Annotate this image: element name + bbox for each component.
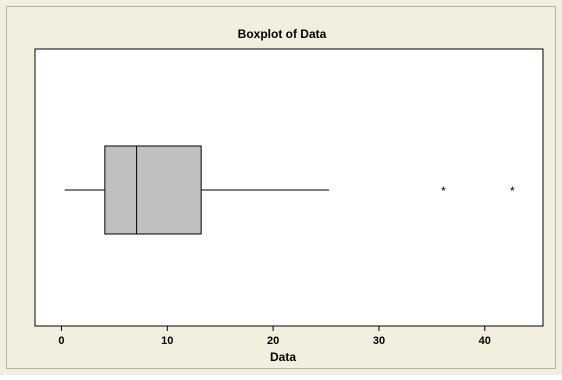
x-tick-label: 20 xyxy=(267,335,279,347)
x-tick-label: 40 xyxy=(479,335,491,347)
chart-border xyxy=(6,6,556,369)
x-tick-label: 0 xyxy=(58,335,64,347)
x-axis: 0 10 20 30 40 xyxy=(58,326,491,347)
iqr-box xyxy=(104,145,202,235)
outlier-marker: * xyxy=(510,184,515,198)
x-tick-label: 30 xyxy=(373,335,385,347)
chart-marks: * * xyxy=(64,145,515,235)
x-axis-label: Data xyxy=(270,350,296,364)
x-tick-label: 10 xyxy=(161,335,173,347)
outlier-marker: * xyxy=(441,184,446,198)
chart-title: Boxplot of Data xyxy=(238,27,327,41)
